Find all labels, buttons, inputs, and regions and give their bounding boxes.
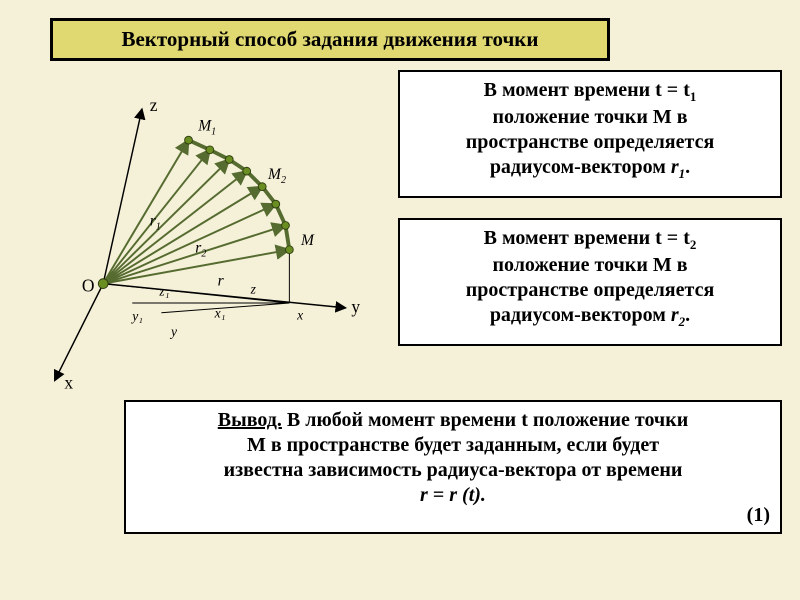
svg-text:x: x (64, 372, 73, 392)
concl-eq-paren: (t). (457, 484, 486, 506)
box-t1: В момент времени t = t1 положение точки … (398, 70, 782, 198)
box1-line3: пространстве определяется (408, 130, 772, 155)
vector-diagram: z y x О M1 M2 Mr1 r2 r x₁ y₁ z₁ x y z (20, 80, 390, 400)
concl-l1rest: В любой момент времени t положение точки (282, 409, 688, 431)
box2-l4-text: радиусом-вектором (490, 304, 671, 326)
svg-text:y: y (169, 324, 178, 339)
svg-text:y₁: y₁ (130, 308, 143, 323)
box1-l4-text: радиусом-вектором (490, 156, 671, 178)
conclusion-box: Вывод. В любой момент времени t положени… (124, 400, 782, 534)
svg-text:r: r (218, 273, 225, 290)
concl-eq: r = r (t). (138, 483, 768, 508)
box2-l4-dot: . (685, 304, 690, 326)
box2-line4: радиусом-вектором r2. (408, 303, 772, 330)
concl-eq-mid: = (428, 484, 449, 506)
svg-text:z: z (250, 281, 257, 296)
box1-line1: В момент времени t = t1 (408, 78, 772, 105)
svg-text:x: x (296, 308, 303, 323)
svg-text:r1: r1 (150, 212, 161, 232)
svg-text:M2: M2 (267, 166, 286, 186)
svg-text:M1: M1 (197, 117, 216, 137)
concl-lead: Вывод. (218, 409, 282, 431)
svg-text:x₁: x₁ (214, 306, 226, 321)
box2-line1: В момент времени t = t2 (408, 226, 772, 253)
box1-line2: положение точки М в (408, 105, 772, 130)
box2-l4-r: r (671, 304, 679, 326)
concl-line2: М в пространстве будет заданным, если бу… (138, 433, 768, 458)
svg-text:M: M (300, 232, 315, 249)
svg-text:y: y (351, 297, 360, 317)
box1-l4-dot: . (685, 156, 690, 178)
concl-eq-rhs: r (449, 484, 457, 506)
svg-text:О: О (82, 275, 95, 295)
box2-l1-sub: 2 (690, 237, 697, 252)
box2-line2: положение точки М в (408, 253, 772, 278)
box1-l1-sub: 1 (690, 89, 697, 104)
equation-number: (1) (747, 503, 770, 528)
box1-l4-r: r (671, 156, 679, 178)
box2-line3: пространстве определяется (408, 278, 772, 303)
box1-line4: радиусом-вектором r1. (408, 155, 772, 182)
title-box: Векторный способ задания движения точки (50, 18, 610, 61)
box1-l1-text: В момент времени t = t (484, 79, 690, 101)
svg-text:z: z (150, 95, 158, 115)
svg-text:z₁: z₁ (158, 283, 169, 298)
concl-line3: известна зависимость радиуса-вектора от … (138, 458, 768, 483)
box2-l1-text: В момент времени t = t (484, 227, 690, 249)
box-t2: В момент времени t = t2 положение точки … (398, 218, 782, 346)
concl-line1: Вывод. В любой момент времени t положени… (138, 408, 768, 433)
svg-text:r2: r2 (195, 240, 206, 260)
concl-eq-lhs: r (420, 484, 428, 506)
page-title: Векторный способ задания движения точки (121, 27, 538, 51)
